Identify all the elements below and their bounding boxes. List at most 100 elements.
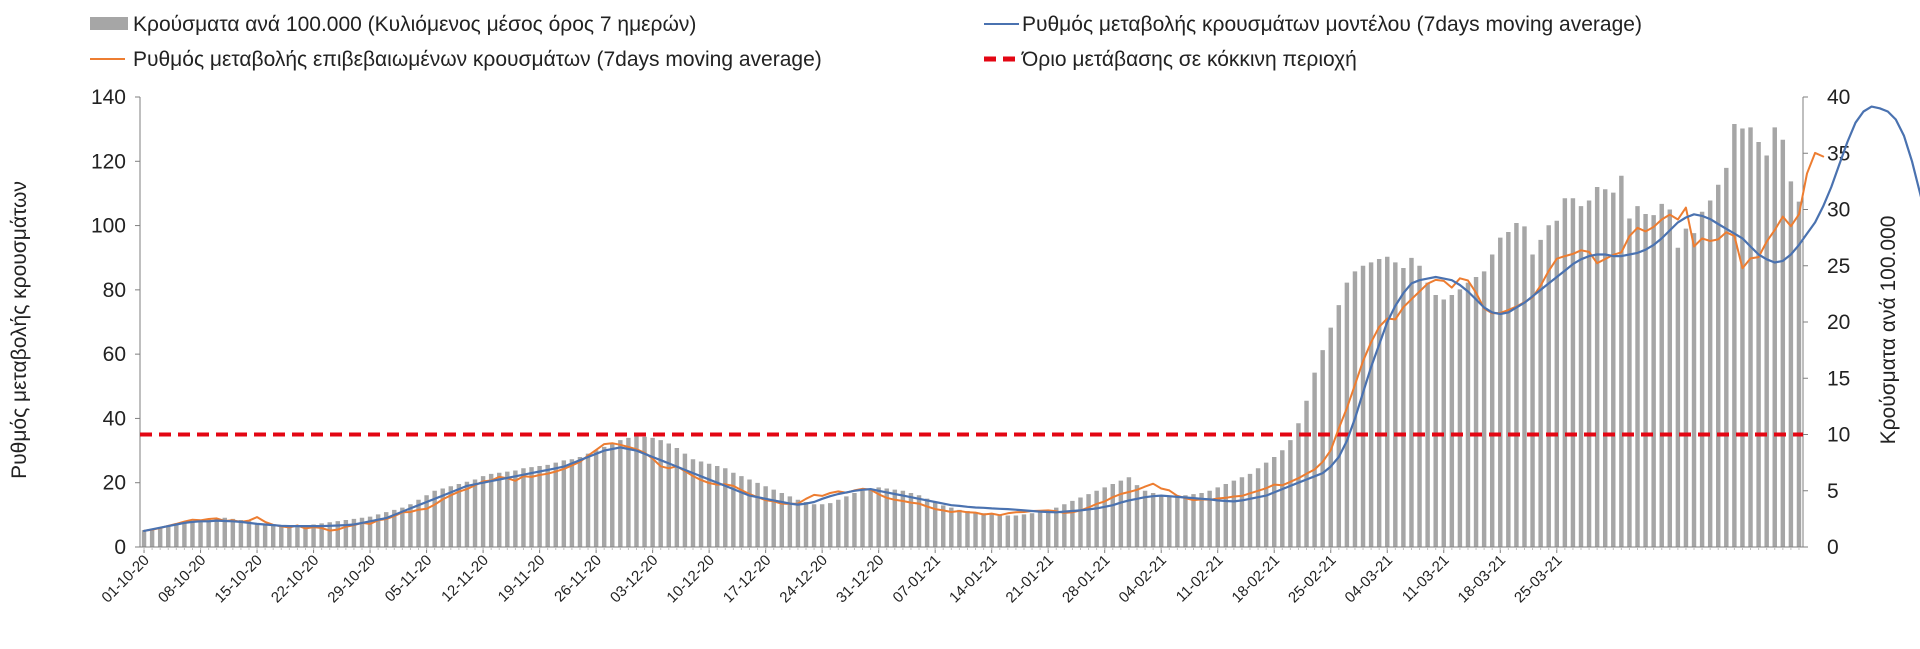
bar [1522,226,1527,547]
bar [723,468,728,547]
x-tick-label: 19-11-20 [495,552,549,606]
bar [618,440,623,547]
y-right-tick-label: 5 [1827,480,1839,503]
x-tick-label: 14-01-21 [946,552,1000,606]
y-axis-right-title: Κρούσματα ανά 100.000 [1877,216,1900,445]
bar [973,512,978,547]
bar [505,471,510,547]
bar [222,517,227,547]
x-tick-label: 21-01-21 [1003,552,1057,606]
bar [1401,268,1406,547]
bar [1748,127,1753,547]
bar [166,525,171,547]
y-left-tick-label: 40 [103,407,126,430]
bar [803,502,809,547]
bar [327,522,332,547]
bar [1506,232,1511,547]
x-tick-label: 25-03-21 [1511,552,1565,606]
x-tick-label: 11-03-21 [1399,552,1453,606]
bar [682,453,688,547]
bar [303,525,308,547]
bar [1312,372,1317,547]
bar [182,522,187,547]
bar [852,493,857,547]
bar [1239,477,1245,547]
bar [1288,440,1293,547]
y-axis-left-title: Ρυθμός μεταβολής κρουσμάτων [8,181,31,479]
bar [198,520,203,547]
bar [1594,187,1600,547]
x-tick-label: 25-02-21 [1285,552,1339,606]
bar [1675,247,1681,547]
x-tick-label: 05-11-20 [382,552,436,606]
bar [1465,282,1471,547]
bar [1199,493,1204,547]
series-line-model [142,105,1920,533]
bar [957,509,962,547]
x-tick-label: 22-10-20 [268,552,322,606]
bar [610,443,615,547]
bar [262,524,268,547]
bar [585,453,591,547]
bar [1280,450,1285,547]
bar [1635,206,1640,547]
y-left-tick-label: 100 [91,215,126,238]
bar [1772,127,1777,547]
bar [1175,496,1180,547]
bar [1586,200,1592,547]
bar [190,521,195,547]
bar [432,490,437,547]
bar [400,507,405,547]
bar [246,521,252,547]
bar [1780,139,1786,547]
x-tick-label: 29-10-20 [324,552,378,606]
bar [755,482,760,547]
bar [174,523,179,547]
bar [819,504,825,547]
bar [1457,289,1463,547]
bar [763,486,768,547]
bar [214,518,219,547]
bar [279,526,284,547]
bar [1005,515,1011,547]
bar [1368,262,1374,547]
bar [1272,457,1277,547]
legend-label-model: Ρυθμός μεταβολής κρουσμάτων μοντέλου (7d… [1022,13,1642,36]
bar [1183,495,1188,547]
bar [1756,142,1761,547]
x-tick-label: 11-02-21 [1173,552,1227,606]
bar [1562,198,1568,547]
bar [1473,277,1479,547]
bar [149,529,155,547]
bar [1037,512,1043,547]
bar [949,507,954,547]
bar [1376,259,1382,547]
bar [1142,490,1148,547]
bar [1062,504,1067,547]
bar [747,479,752,547]
bar [561,460,567,547]
bar [1086,494,1091,547]
bar [634,435,639,547]
x-tick-label: 28-01-21 [1059,552,1113,606]
bar [456,484,462,547]
bar [876,487,881,547]
bar [1126,477,1132,547]
bar [1732,124,1737,547]
bar [270,525,276,547]
legend-swatch-bars [90,17,128,30]
bar [1788,181,1794,547]
bar [650,437,655,547]
bar [416,499,421,547]
bar [1683,228,1689,547]
y-right-tick-label: 25 [1827,255,1850,278]
x-tick-label: 18-03-21 [1455,552,1509,606]
bar [359,517,365,547]
bar [795,499,801,547]
bar [157,527,163,547]
bar [1207,490,1212,547]
bar [981,513,986,547]
bar [1538,239,1543,547]
bar [1013,515,1019,547]
